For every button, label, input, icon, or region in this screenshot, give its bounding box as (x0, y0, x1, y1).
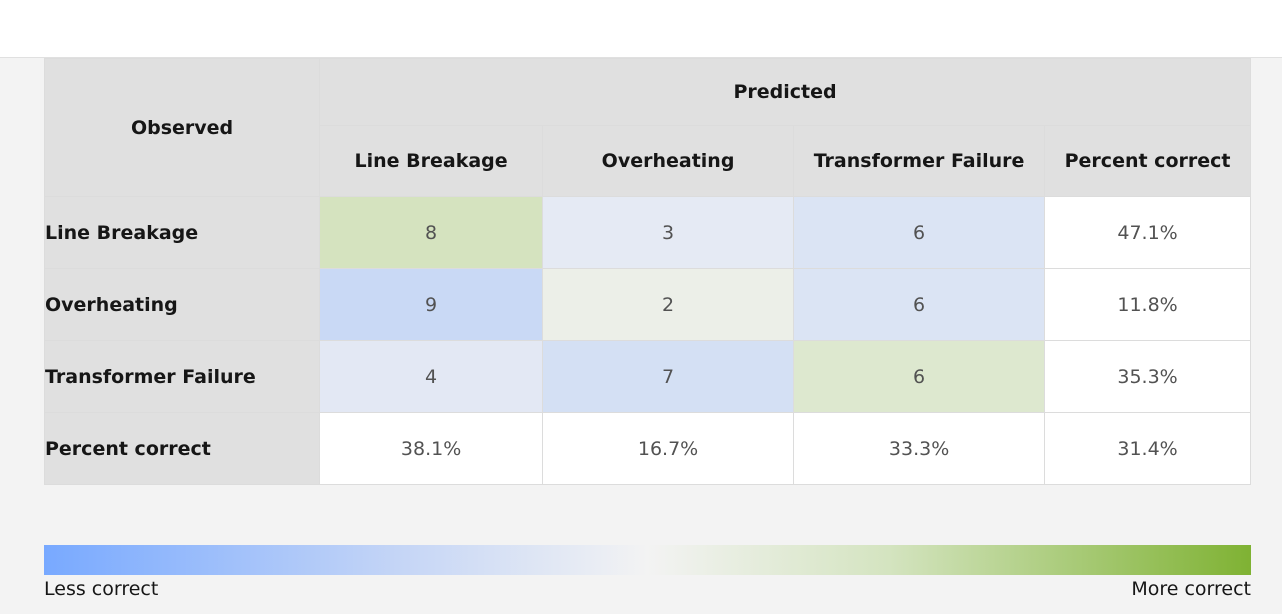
matrix-cell: 2 (542, 268, 795, 341)
row-percent-cell: 11.8% (1044, 268, 1251, 341)
confusion-matrix-table: Observed Predicted Line Breakage Overhea… (43, 58, 1251, 485)
predicted-header: Predicted (319, 58, 1251, 126)
table-row: Overheating 9 2 6 11.8% (43, 268, 1251, 341)
matrix-cell: 9 (319, 268, 544, 341)
column-percent-cell: 33.3% (793, 412, 1046, 485)
matrix-cell: 6 (793, 196, 1046, 269)
row-percent-cell: 47.1% (1044, 196, 1251, 269)
column-header-line-breakage: Line Breakage (319, 125, 544, 197)
color-scale-bar (44, 545, 1251, 575)
matrix-cell: 3 (542, 196, 795, 269)
row-header-line-breakage: Line Breakage (43, 196, 321, 269)
row-header-transformer-failure: Transformer Failure (43, 340, 321, 413)
matrix-cell: 7 (542, 340, 795, 413)
matrix-cell: 6 (793, 268, 1046, 341)
table-row: Line Breakage 8 3 6 47.1% (43, 196, 1251, 269)
legend-more-correct-label: More correct (1131, 578, 1251, 600)
legend-less-correct-label: Less correct (44, 578, 159, 600)
column-percent-cell: 16.7% (542, 412, 795, 485)
row-percent-cell: 35.3% (1044, 340, 1251, 413)
top-bar (0, 0, 1282, 58)
table-row: Transformer Failure 4 7 6 35.3% (43, 340, 1251, 413)
matrix-cell: 4 (319, 340, 544, 413)
matrix-cell: 6 (793, 340, 1046, 413)
column-header-percent-correct: Percent correct (1044, 125, 1251, 197)
column-header-transformer-failure: Transformer Failure (793, 125, 1046, 197)
column-header-overheating: Overheating (542, 125, 795, 197)
column-percent-cell: 38.1% (319, 412, 544, 485)
table-row: Percent correct 38.1% 16.7% 33.3% 31.4% (43, 412, 1251, 485)
observed-header: Observed (43, 58, 321, 197)
row-header-percent-correct: Percent correct (43, 412, 321, 485)
row-header-overheating: Overheating (43, 268, 321, 341)
matrix-cell: 8 (319, 196, 544, 269)
overall-percent-cell: 31.4% (1044, 412, 1251, 485)
